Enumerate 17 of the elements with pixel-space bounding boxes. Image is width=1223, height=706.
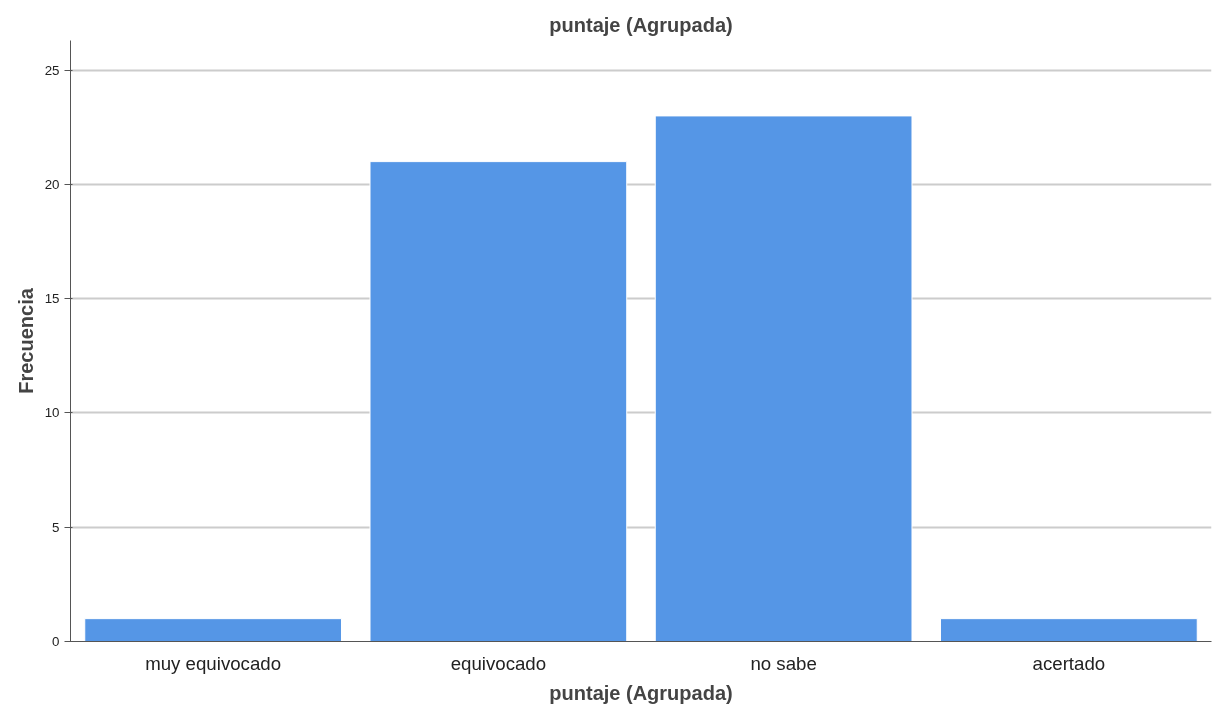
x-axis-title: puntaje (Agrupada) [549,681,733,704]
y-tick-label: 10 [44,405,60,421]
y-tick-label: 5 [52,519,60,535]
bar [84,618,342,642]
bar [369,161,628,642]
y-tick-label: 25 [44,62,60,78]
x-tick-label: acertado [1032,652,1106,674]
y-tick-label: 0 [52,634,60,649]
y-tick-label: 15 [44,291,60,307]
chart-title: puntaje (Agrupada) [549,13,733,36]
x-tick-label: muy equivocado [145,652,282,674]
x-tick-label: no sabe [750,652,817,674]
y-tick-label: 20 [44,176,60,192]
bar [654,115,913,642]
bar [940,618,1198,642]
x-tick-label: equivocado [450,652,547,674]
y-axis-title: Frecuencia [14,287,37,394]
